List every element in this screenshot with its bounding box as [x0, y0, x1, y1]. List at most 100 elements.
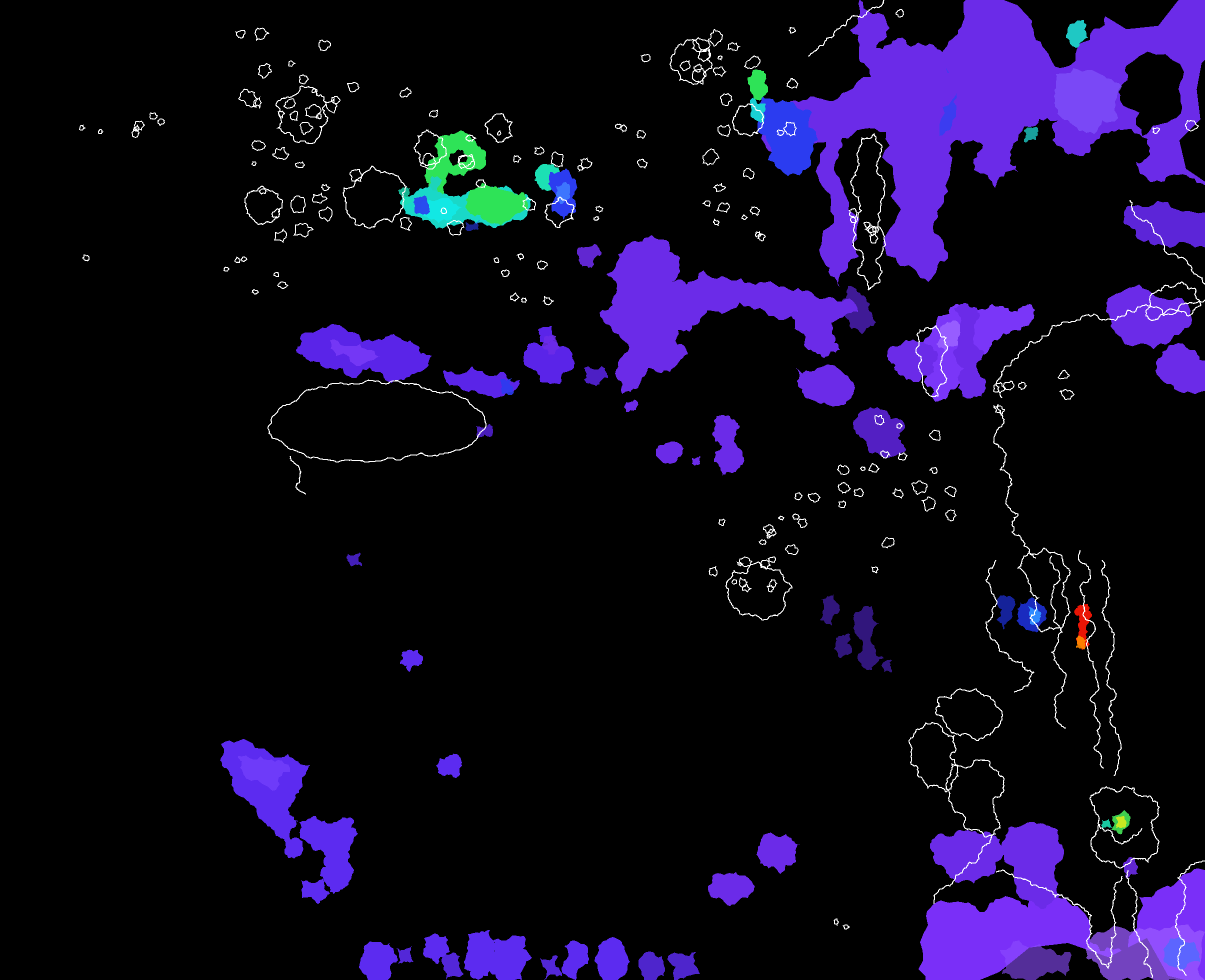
- islands-goto: [929, 467, 938, 475]
- islands-goto-chain: [896, 423, 904, 429]
- islands-korea-far-west: [131, 129, 140, 138]
- islands-genkai: [993, 381, 1006, 394]
- echo-southwest-core: [238, 755, 291, 791]
- coast-kagoshima-inner: [1098, 823, 1143, 845]
- islands-goto: [871, 566, 879, 574]
- coast-amakusa-south: [933, 833, 997, 905]
- echo-bottom-10: [594, 937, 630, 980]
- echo-jeju-band-1-core: [330, 339, 382, 366]
- islands-korea-main: [251, 161, 257, 167]
- echo-br-mass: [918, 868, 1205, 980]
- islands-goto-chain: [784, 543, 799, 556]
- islet-2: [1185, 119, 1200, 132]
- coast-kagoshima-east: [1126, 869, 1154, 979]
- echo-jeju-tiny: [476, 424, 493, 438]
- echo-southwest-2: [294, 816, 358, 894]
- islands-goto: [929, 429, 941, 441]
- islands-goto-chain: [838, 500, 847, 509]
- islands-korea-mid: [465, 134, 477, 143]
- echo-bc-2: [707, 872, 755, 906]
- islands-korea-east: [640, 53, 651, 63]
- islands-korea-far-west: [157, 118, 165, 127]
- islands-south-sea: [758, 539, 767, 546]
- islands-goto: [881, 536, 895, 549]
- echo-dim-wisp-2: [834, 633, 853, 658]
- islands-goto-chain: [859, 466, 866, 471]
- islands-korea-se: [749, 206, 761, 217]
- islet-9: [842, 924, 850, 930]
- islands-scatter-c: [493, 257, 500, 264]
- echo-bottom-8: [540, 955, 562, 980]
- coast-ariake-east: [1077, 549, 1105, 769]
- islands-korea-far-west: [149, 111, 158, 120]
- islands-korea-sw: [273, 271, 280, 278]
- islands-genkai: [1002, 380, 1015, 391]
- islands-south-sea: [762, 524, 775, 535]
- islands-korea-se: [713, 182, 727, 192]
- islet-10: [521, 297, 528, 304]
- islands-korea-nw: [283, 98, 297, 109]
- islands-south-sea: [731, 579, 738, 585]
- islands-korea-east: [637, 158, 648, 169]
- echo-dim-wisp-1: [820, 594, 840, 626]
- echo-southwest-3: [284, 837, 304, 859]
- islands-korea-main: [258, 188, 269, 195]
- islands-korea-main: [320, 183, 331, 192]
- islands-genkai: [1017, 381, 1027, 391]
- coast-island-b4: [413, 129, 447, 167]
- echo-bottom-2: [358, 941, 398, 980]
- islands-tsushima-inlets: [863, 221, 872, 228]
- echo-east-3: [952, 302, 986, 399]
- islet-6: [82, 254, 90, 262]
- islands-goto-chain: [880, 450, 891, 459]
- islands-korea-main: [420, 152, 436, 170]
- islands-korea-east: [697, 47, 712, 63]
- islands-korea-east: [786, 77, 799, 89]
- echo-dim-wisp-4: [881, 659, 892, 673]
- echo-tsushima-tail: [840, 286, 876, 334]
- echo-bottom-11: [638, 951, 666, 980]
- echo-bottom-12: [667, 952, 700, 980]
- islands-korea-main: [330, 95, 341, 105]
- islands-korea-main: [293, 222, 315, 238]
- islands-korea-nw: [287, 60, 297, 67]
- echo-tr-light-streak: [1054, 68, 1122, 134]
- echo-sakurajima-teal: [1100, 818, 1112, 830]
- echo-right-edge-3: [1155, 343, 1205, 395]
- islands-goto-chain: [760, 559, 772, 570]
- islands-korea-east: [679, 60, 691, 71]
- echo-bc-1: [756, 832, 800, 874]
- coast-satsuma: [995, 869, 1123, 970]
- echo-southwest-4: [436, 753, 462, 778]
- islands-korea-mid: [457, 153, 475, 168]
- echo-tsushima-hole: [833, 128, 901, 278]
- islands-scatter-c: [516, 253, 525, 262]
- echo-br-blue-patch: [1163, 937, 1201, 970]
- coast-ariake-west: [1049, 555, 1067, 729]
- echo-dot-c: [542, 335, 560, 355]
- islands-korea-mid: [595, 205, 604, 213]
- islands-korea-se: [712, 217, 720, 227]
- islands-korea-sw: [223, 266, 230, 272]
- islands-south-sea: [736, 561, 744, 567]
- echo-bottom-7: [488, 935, 532, 980]
- islands-goto: [944, 486, 957, 498]
- echo-southwest-main: [220, 738, 310, 841]
- coast-island-b2: [342, 165, 407, 229]
- islands-scatter-c: [500, 269, 510, 278]
- echo-right-edge-2: [1106, 284, 1192, 350]
- echo-center-s-blob: [712, 414, 745, 476]
- islands-goto-chain: [766, 534, 772, 539]
- coast-amakusa-1: [935, 688, 1004, 742]
- echo-coast-blue-dot: [413, 195, 430, 215]
- coast-tsushima: [850, 132, 887, 291]
- islands-korea-se: [742, 168, 755, 180]
- islands-korea-east: [636, 129, 646, 139]
- islands-goto-chain: [708, 565, 718, 577]
- islands-goto-chain: [797, 518, 808, 529]
- echo-jeju-band-2: [443, 366, 520, 399]
- islands-goto: [945, 509, 957, 522]
- islands-korea-nw: [234, 29, 246, 39]
- islands-goto-chain: [836, 464, 850, 476]
